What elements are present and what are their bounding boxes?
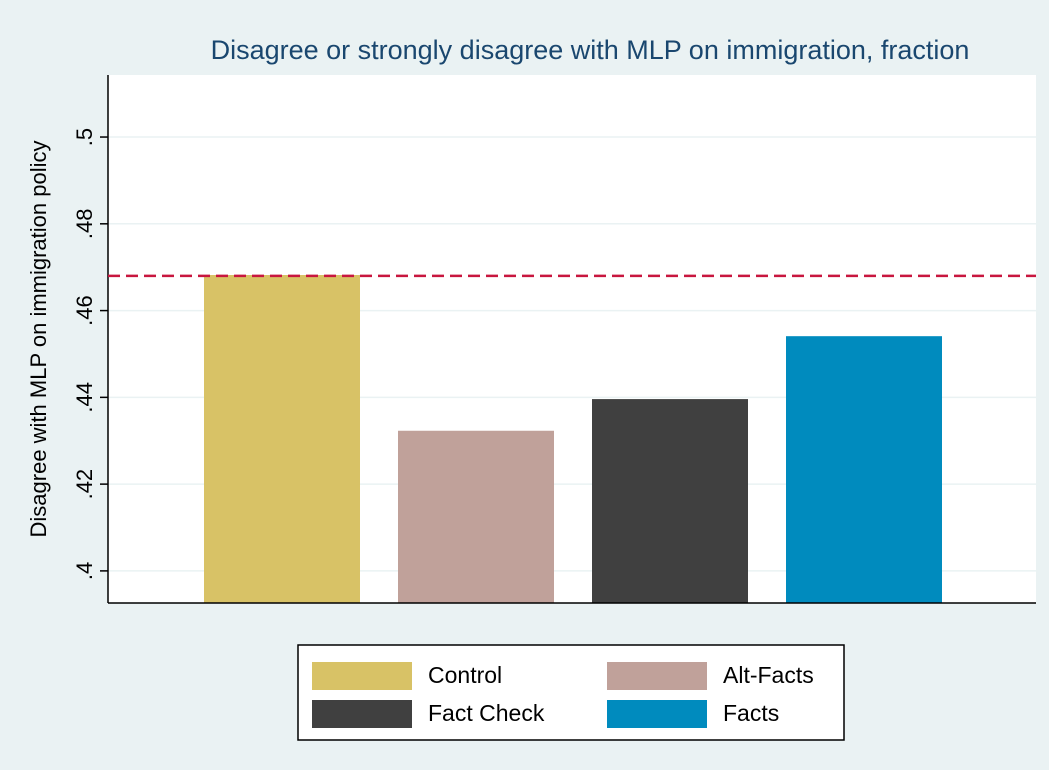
y-tick-label: .42 [72,469,97,500]
y-tick-label: .48 [72,209,97,240]
legend-label: Fact Check [428,700,545,726]
bar [398,430,554,603]
y-axis-label: Disagree with MLP on immigration policy [26,141,51,538]
legend-label: Facts [723,700,779,726]
legend-label: Control [428,662,502,688]
legend-swatch [312,662,412,690]
legend-label: Alt-Facts [723,662,814,688]
y-tick-label: .5 [72,128,97,146]
chart-title: Disagree or strongly disagree with MLP o… [211,35,970,65]
bar [592,399,748,603]
y-tick-label: .46 [72,295,97,326]
bar [786,336,942,603]
bar [204,275,360,603]
legend-swatch [312,700,412,728]
legend-swatch [607,700,707,728]
y-tick-label: .4 [72,562,97,580]
y-tick-label: .44 [72,382,97,413]
legend-swatch [607,662,707,690]
